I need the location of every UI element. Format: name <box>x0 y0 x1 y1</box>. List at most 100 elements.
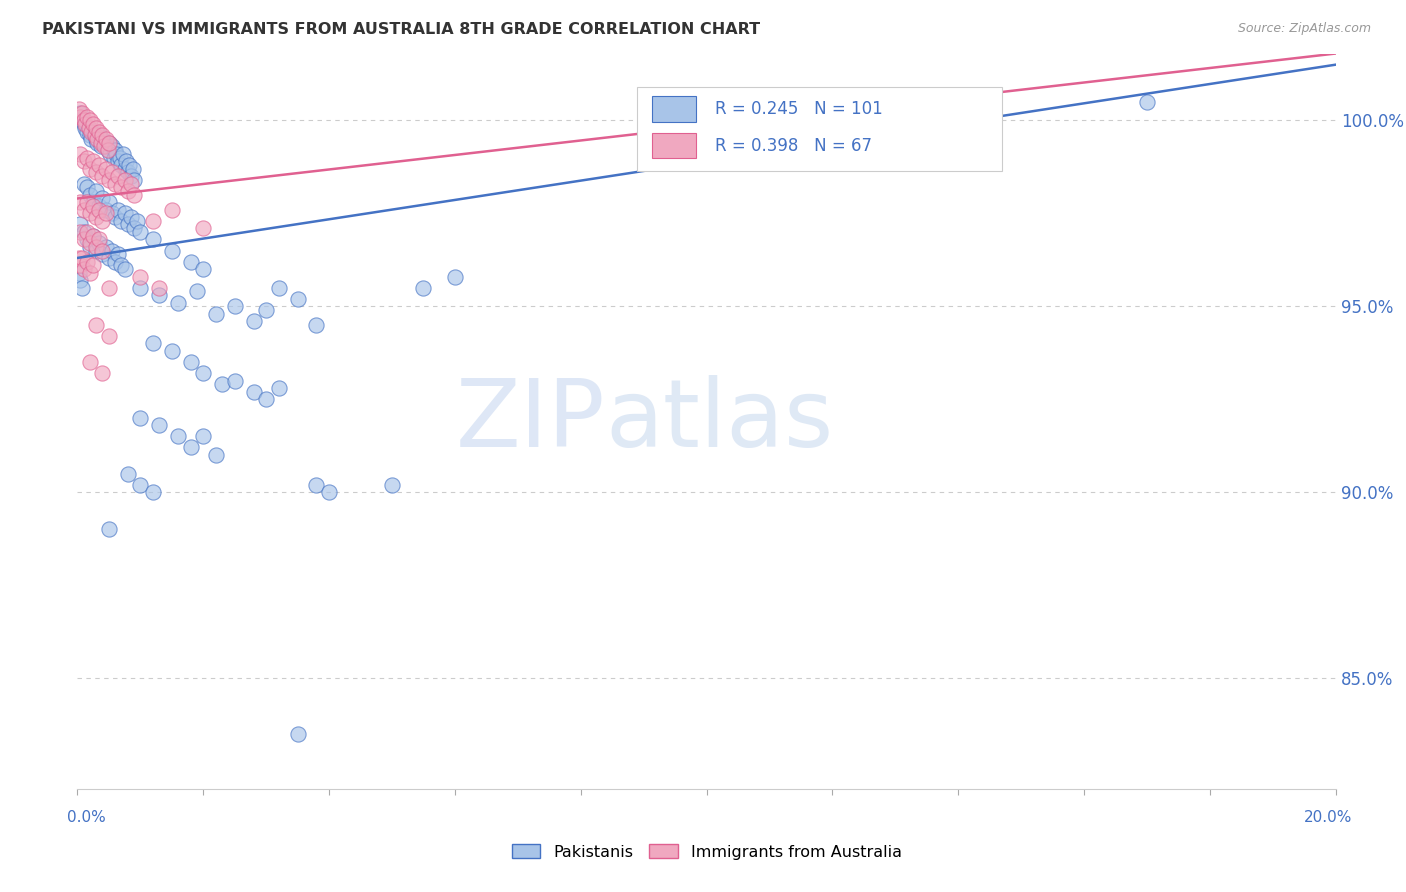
Point <box>444 269 467 284</box>
Point <box>82 228 104 243</box>
Point <box>129 281 152 295</box>
Point <box>180 355 202 369</box>
Point <box>72 232 94 246</box>
Point <box>93 139 115 153</box>
Point <box>69 225 91 239</box>
Point <box>98 147 121 161</box>
Point <box>97 522 120 536</box>
Point <box>267 381 290 395</box>
Point <box>97 281 120 295</box>
Point <box>82 228 104 243</box>
Point <box>94 202 117 217</box>
Point <box>89 158 111 172</box>
Point <box>267 281 290 295</box>
Point <box>72 262 94 277</box>
Point <box>142 336 165 351</box>
Point <box>91 247 114 261</box>
Point <box>67 103 90 117</box>
Point <box>89 128 111 143</box>
Point <box>77 120 100 135</box>
Point <box>254 302 277 317</box>
Point <box>120 177 142 191</box>
Point <box>90 136 112 150</box>
Point <box>72 113 94 128</box>
Point <box>114 206 136 220</box>
Text: ZIP: ZIP <box>456 376 606 467</box>
Point <box>69 273 91 287</box>
Point <box>89 202 111 217</box>
Point <box>69 218 91 232</box>
Text: PAKISTANI VS IMMIGRANTS FROM AUSTRALIA 8TH GRADE CORRELATION CHART: PAKISTANI VS IMMIGRANTS FROM AUSTRALIA 8… <box>42 22 761 37</box>
FancyBboxPatch shape <box>637 87 1002 171</box>
Point <box>73 120 96 135</box>
Point <box>72 177 94 191</box>
Point <box>287 727 309 741</box>
Point <box>72 281 94 295</box>
Point <box>84 165 107 179</box>
Point <box>96 143 118 157</box>
Point <box>72 117 94 131</box>
Point <box>82 199 104 213</box>
Bar <box>652 133 696 159</box>
Point <box>69 259 91 273</box>
Point <box>305 477 328 491</box>
Point <box>211 377 233 392</box>
Point <box>79 240 101 254</box>
Point <box>148 288 170 302</box>
Text: 0.0%: 0.0% <box>67 811 107 825</box>
Point <box>381 477 404 491</box>
Point <box>142 214 165 228</box>
Point <box>122 187 145 202</box>
Point <box>104 143 127 157</box>
Point <box>121 161 143 176</box>
Point <box>72 202 94 217</box>
Point <box>94 240 117 254</box>
Point <box>86 136 108 150</box>
Point <box>114 173 136 187</box>
Text: 20.0%: 20.0% <box>1305 811 1353 825</box>
Point <box>117 165 139 179</box>
Point <box>86 132 108 146</box>
Point <box>82 154 104 169</box>
Point <box>96 143 118 157</box>
Point <box>114 262 136 277</box>
Point <box>110 158 132 172</box>
Point <box>101 165 124 179</box>
Point <box>117 218 139 232</box>
Point <box>412 281 434 295</box>
Point <box>142 485 165 500</box>
Point <box>204 448 226 462</box>
Point <box>224 299 246 313</box>
Point <box>167 429 190 443</box>
Point <box>204 307 226 321</box>
Point <box>117 467 139 481</box>
Point <box>1136 95 1159 109</box>
Point <box>97 173 120 187</box>
Point <box>108 151 131 165</box>
Point <box>84 128 107 143</box>
Point <box>180 254 202 268</box>
Point <box>77 120 100 135</box>
Point <box>76 180 98 194</box>
Point <box>72 113 94 128</box>
Point <box>148 281 170 295</box>
Point <box>76 151 98 165</box>
Point <box>82 195 104 210</box>
Point <box>76 125 98 139</box>
Point <box>69 195 91 210</box>
Point <box>79 128 101 143</box>
Point <box>89 199 111 213</box>
Point <box>696 143 718 157</box>
Point <box>104 177 127 191</box>
Point <box>105 147 128 161</box>
Point <box>110 214 132 228</box>
Point <box>79 266 101 280</box>
Point <box>82 117 104 131</box>
Point <box>122 173 145 187</box>
Point <box>76 110 98 124</box>
Point <box>110 259 132 273</box>
Point <box>91 366 114 380</box>
Point <box>76 225 98 239</box>
Point <box>191 262 215 277</box>
Point <box>104 210 127 224</box>
